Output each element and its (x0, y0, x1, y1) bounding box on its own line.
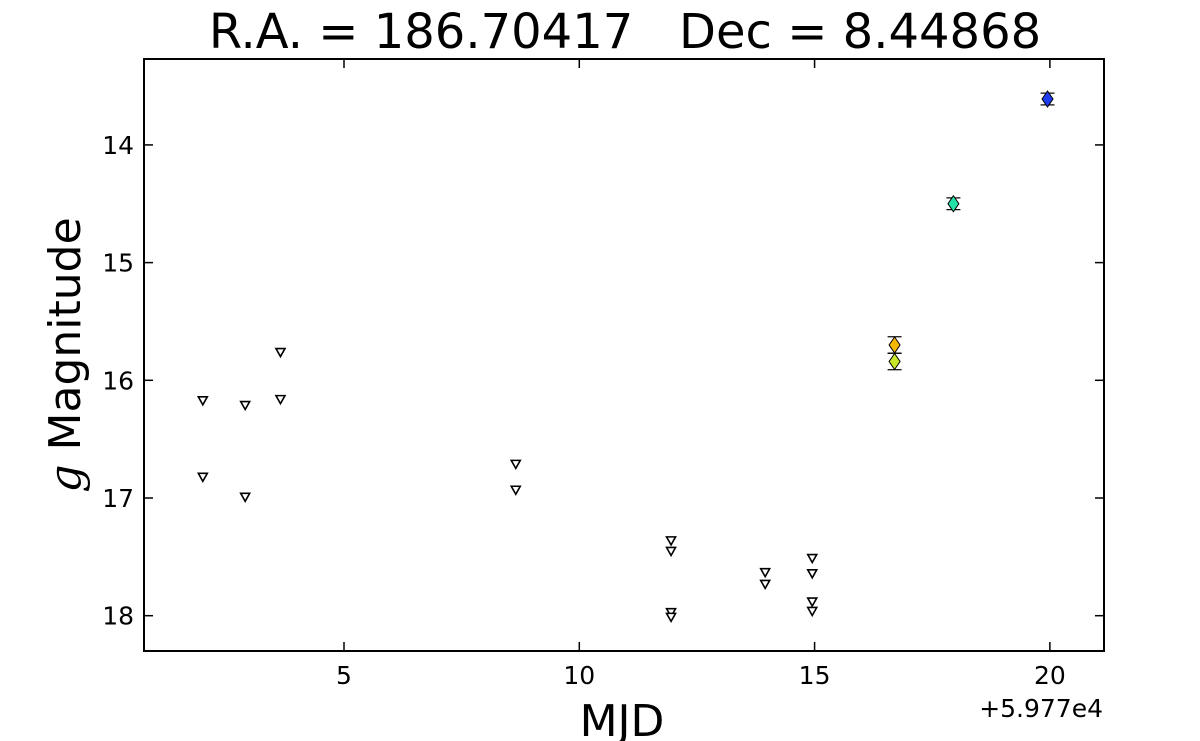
upper-limit-marker (509, 459, 522, 470)
upper-limit-marker (274, 394, 287, 406)
y-tick-label: 16 (102, 366, 134, 395)
upper-limit-marker (806, 597, 819, 608)
upper-limit-marker (759, 567, 772, 579)
upper-limit-marker (239, 400, 252, 412)
x-axis-label: MJD (580, 696, 665, 741)
x-tick-label: 5 (336, 661, 352, 690)
upper-limit-marker (806, 553, 819, 565)
y-tick-label: 14 (102, 131, 134, 160)
y-tick-label: 15 (102, 249, 134, 278)
y-tick-label: 17 (102, 484, 134, 513)
x-tick-label: 15 (799, 661, 831, 690)
detection-marker (1041, 90, 1054, 108)
detection-marker (888, 352, 901, 371)
plot-frame (143, 58, 1105, 652)
detection-marker (888, 336, 901, 354)
upper-limit-marker (759, 579, 772, 591)
y-axis-label: g Magnitude (40, 217, 91, 492)
detection-marker (947, 194, 960, 213)
x-tick-label: 20 (1034, 661, 1066, 690)
x-offset-label: +5.977e4 (979, 694, 1103, 723)
upper-limit-marker (196, 396, 209, 407)
y-axis-label-italic: g (40, 464, 91, 492)
data-marks (196, 90, 1055, 624)
upper-limit-marker (665, 546, 677, 558)
upper-limit-marker (196, 472, 209, 483)
upper-limit-marker (239, 492, 252, 503)
upper-limit-marker (665, 536, 677, 547)
upper-limit-marker (806, 606, 819, 618)
axes-frame: 5 10 15 20 14 15 16 17 18 (102, 58, 1105, 690)
y-axis-label-text: Magnitude (40, 217, 91, 464)
upper-limit-marker (274, 347, 287, 359)
x-tick-label: 10 (563, 661, 595, 690)
upper-limit-marker (665, 612, 677, 624)
upper-limit-marker (509, 485, 522, 496)
y-tick-label: 18 (102, 602, 134, 631)
chart-title: R.A. = 186.70417 Dec = 8.44868 (209, 4, 1041, 60)
upper-limit-marker (806, 569, 819, 580)
